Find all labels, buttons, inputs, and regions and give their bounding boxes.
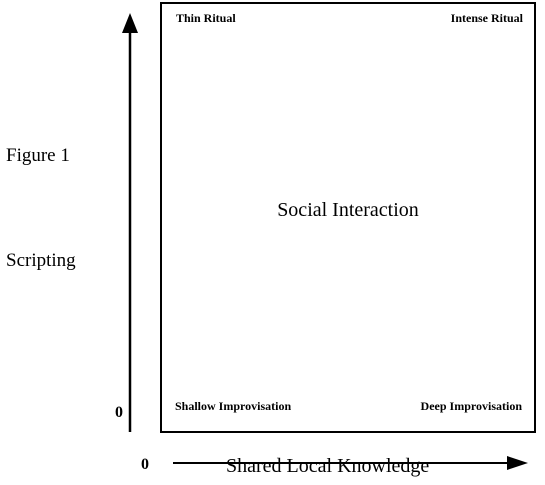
quadrant-top-right-label: Intense Ritual (450, 11, 523, 25)
quadrant-top-left-label: Thin Ritual (176, 11, 236, 25)
quadrant-bottom-left-label: Shallow Improvisation (175, 399, 292, 413)
center-label: Social Interaction (277, 199, 419, 221)
x-axis-arrowhead (507, 456, 528, 470)
quadrant-bottom-right-label: Deep Improvisation (420, 399, 522, 413)
figure-label: Figure 1 (6, 145, 70, 166)
x-axis-label: Shared Local Knowledge (226, 455, 430, 477)
quadrant-box (160, 2, 536, 433)
y-axis-arrowhead (122, 13, 138, 33)
x-axis-origin: 0 (141, 456, 149, 473)
y-axis-label: Scripting (6, 250, 76, 271)
y-axis-origin: 0 (115, 404, 123, 421)
